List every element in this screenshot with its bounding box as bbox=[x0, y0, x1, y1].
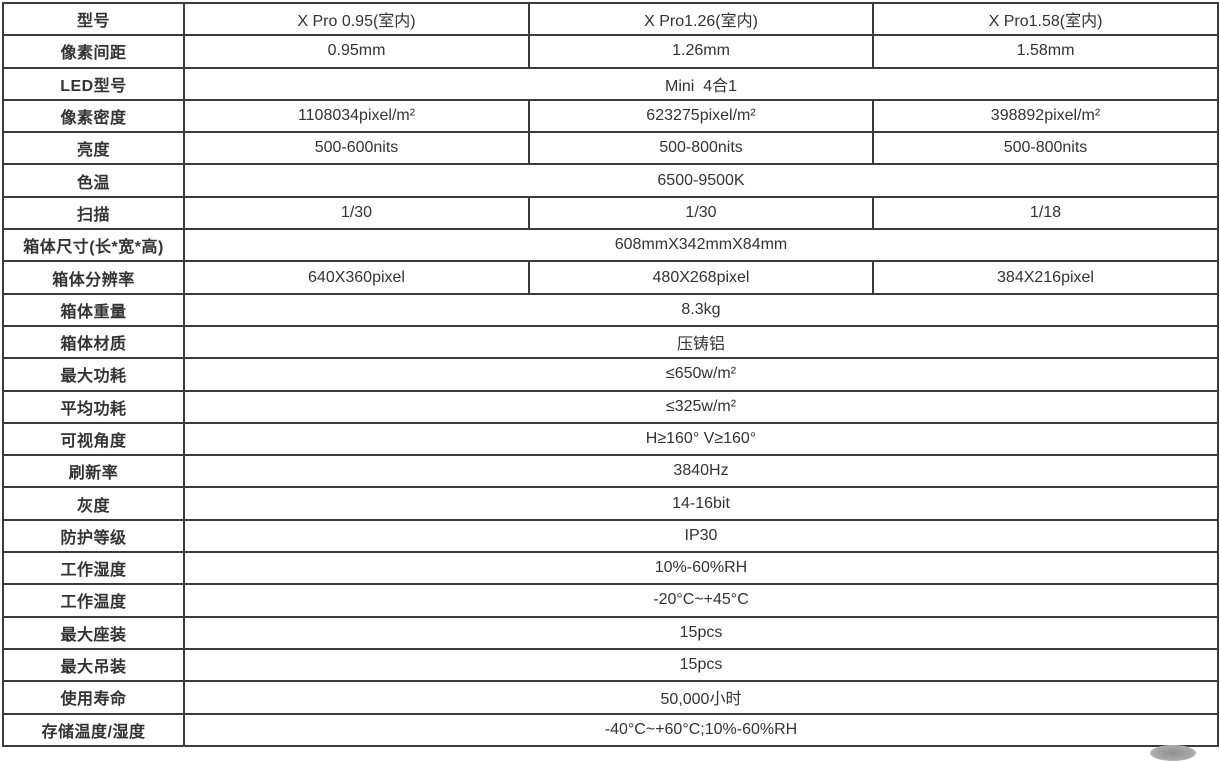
led-spec-table: 型号 X Pro 0.95(室内) X Pro1.26(室内) X Pro1.58(室… bbox=[2, 1, 1219, 747]
value-cell: H≥160° V≥160° bbox=[183, 421, 1219, 457]
value-cell: 640X360pixel bbox=[183, 260, 530, 295]
row-label-cell: 平均功耗 bbox=[2, 389, 185, 424]
value-cell: X Pro 0.95(室内) bbox=[183, 1, 530, 37]
row-label-cell: 工作温度 bbox=[2, 583, 185, 618]
row-label-cell: 型号 bbox=[2, 1, 185, 37]
table-row: 最大吊装 15pcs bbox=[2, 647, 1219, 683]
value-cell: 15pcs bbox=[183, 647, 1219, 683]
value-cell: 480X268pixel bbox=[528, 260, 874, 295]
value-cell: 10%-60%RH bbox=[183, 551, 1219, 586]
value-cell: 3840Hz bbox=[183, 454, 1219, 489]
value-cell: ≤325w/m² bbox=[183, 389, 1219, 424]
row-label-cell: 箱体分辨率 bbox=[2, 260, 185, 295]
row-label-cell: 扫描 bbox=[2, 195, 185, 231]
table-row: 工作湿度 10%-60%RH bbox=[2, 551, 1219, 586]
row-label-cell: 箱体材质 bbox=[2, 324, 185, 360]
table-row: 平均功耗 ≤325w/m² bbox=[2, 389, 1219, 424]
table-row: 型号 X Pro 0.95(室内) X Pro1.26(室内) X Pro1.58(室… bbox=[2, 1, 1219, 37]
table-row: 最大功耗 ≤650w/m² bbox=[2, 357, 1219, 392]
row-label-cell: 刷新率 bbox=[2, 454, 185, 489]
value-cell: 压铸铝 bbox=[183, 324, 1219, 360]
table-row: 箱体尺寸(长*宽*高) 608mmX342mmX84mm bbox=[2, 228, 1219, 263]
value-cell: 1.58mm bbox=[872, 34, 1219, 69]
row-label-cell: 防护等级 bbox=[2, 518, 185, 554]
table-row: 箱体分辨率 640X360pixel 480X268pixel 384X216pixe… bbox=[2, 260, 1219, 295]
floating-round-button-peek[interactable] bbox=[1150, 745, 1196, 761]
table-row: 使用寿命 50,000小时 bbox=[2, 680, 1219, 715]
table-row: 箱体重量 8.3kg bbox=[2, 292, 1219, 327]
value-cell: -40°C~+60°C;10%-60%RH bbox=[183, 712, 1219, 747]
row-label-cell: 最大座装 bbox=[2, 615, 185, 650]
row-label-cell: 可视角度 bbox=[2, 421, 185, 457]
value-cell: 50,000小时 bbox=[183, 680, 1219, 715]
table-row: 箱体材质 压铸铝 bbox=[2, 324, 1219, 360]
value-cell: -20°C~+45°C bbox=[183, 583, 1219, 618]
value-cell: 1/30 bbox=[183, 195, 530, 231]
value-cell: 398892pixel/m² bbox=[872, 98, 1219, 134]
value-cell: 1.26mm bbox=[528, 34, 874, 69]
value-cell: 608mmX342mmX84mm bbox=[183, 228, 1219, 263]
value-cell: 6500-9500K bbox=[183, 163, 1219, 198]
row-label-cell: 像素密度 bbox=[2, 98, 185, 134]
table-row: 像素间距 0.95mm 1.26mm 1.58mm bbox=[2, 34, 1219, 69]
row-label-cell: 箱体尺寸(长*宽*高) bbox=[2, 228, 185, 263]
value-cell: IP30 bbox=[183, 518, 1219, 554]
value-cell: 8.3kg bbox=[183, 292, 1219, 327]
value-cell: 500-800nits bbox=[872, 131, 1219, 166]
value-cell: Mini 4合1 bbox=[183, 66, 1219, 101]
table-row: 扫描 1/30 1/30 1/18 bbox=[2, 195, 1219, 231]
table-row: 工作温度 -20°C~+45°C bbox=[2, 583, 1219, 618]
row-label-cell: 箱体重量 bbox=[2, 292, 185, 327]
value-cell: 500-600nits bbox=[183, 131, 530, 166]
value-cell: 0.95mm bbox=[183, 34, 530, 69]
value-cell: ≤650w/m² bbox=[183, 357, 1219, 392]
table-row: 灰度 14-16bit bbox=[2, 486, 1219, 521]
value-cell: X Pro1.58(室内) bbox=[872, 1, 1219, 37]
row-label-cell: 存储温度/湿度 bbox=[2, 712, 185, 747]
row-label-cell: 最大吊装 bbox=[2, 647, 185, 683]
table-row: 存储温度/湿度 -40°C~+60°C;10%-60%RH bbox=[2, 712, 1219, 747]
row-label-cell: 最大功耗 bbox=[2, 357, 185, 392]
value-cell: X Pro1.26(室内) bbox=[528, 1, 874, 37]
row-label-cell: 像素间距 bbox=[2, 34, 185, 69]
table-row: 刷新率 3840Hz bbox=[2, 454, 1219, 489]
row-label-cell: 使用寿命 bbox=[2, 680, 185, 715]
row-label-cell: 灰度 bbox=[2, 486, 185, 521]
table-row: 防护等级 IP30 bbox=[2, 518, 1219, 554]
value-cell: 500-800nits bbox=[528, 131, 874, 166]
value-cell: 15pcs bbox=[183, 615, 1219, 650]
value-cell: 384X216pixel bbox=[872, 260, 1219, 295]
row-label-cell: 工作湿度 bbox=[2, 551, 185, 586]
table-row: 最大座装 15pcs bbox=[2, 615, 1219, 650]
table-row: 可视角度 H≥160° V≥160° bbox=[2, 421, 1219, 457]
value-cell: 1/18 bbox=[872, 195, 1219, 231]
value-cell: 623275pixel/m² bbox=[528, 98, 874, 134]
table-row: 亮度 500-600nits 500-800nits 500-800nits bbox=[2, 131, 1219, 166]
spec-table-body: 型号 X Pro 0.95(室内) X Pro1.26(室内) X Pro1.58(室… bbox=[2, 1, 1219, 747]
table-row: LED型号 Mini 4合1 bbox=[2, 66, 1219, 101]
row-label-cell: 亮度 bbox=[2, 131, 185, 166]
row-label-cell: 色温 bbox=[2, 163, 185, 198]
value-cell: 1108034pixel/m² bbox=[183, 98, 530, 134]
table-row: 色温 6500-9500K bbox=[2, 163, 1219, 198]
value-cell: 1/30 bbox=[528, 195, 874, 231]
table-row: 像素密度 1108034pixel/m² 623275pixel/m² 398892p… bbox=[2, 98, 1219, 134]
row-label-cell: LED型号 bbox=[2, 66, 185, 101]
value-cell: 14-16bit bbox=[183, 486, 1219, 521]
